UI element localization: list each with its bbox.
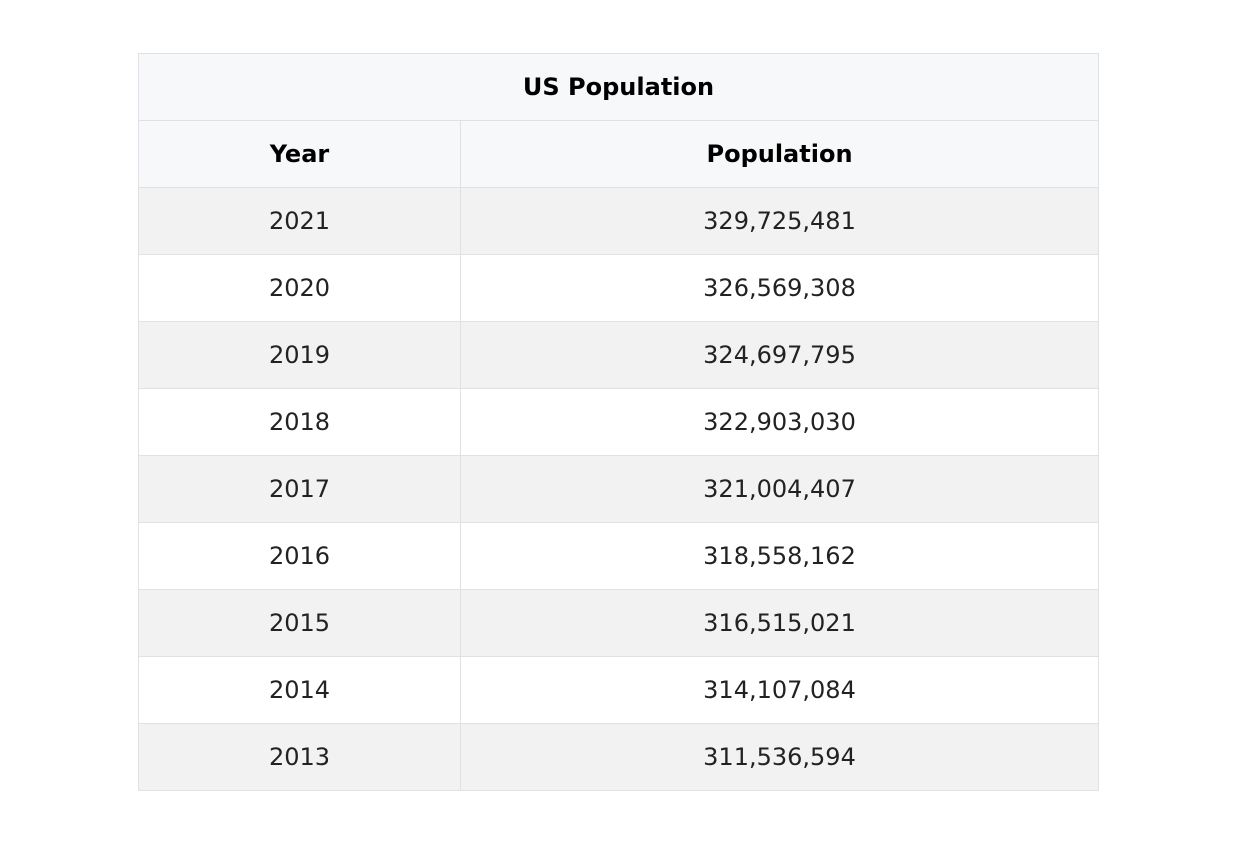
year-cell: 2017 <box>138 455 461 523</box>
year-cell: 2019 <box>138 321 461 389</box>
year-cell: 2021 <box>138 187 461 255</box>
table-row: 2017 321,004,407 <box>138 455 1100 523</box>
table-row: 2014 314,107,084 <box>138 656 1100 724</box>
year-cell: 2016 <box>138 522 461 590</box>
table-row: 2020 326,569,308 <box>138 254 1100 322</box>
table-header-row: Year Population <box>138 120 1100 188</box>
table-row: 2013 311,536,594 <box>138 723 1100 791</box>
table-row: 2021 329,725,481 <box>138 187 1100 255</box>
column-header-population: Population <box>459 120 1100 188</box>
column-header-year: Year <box>138 120 461 188</box>
population-cell: 314,107,084 <box>459 656 1100 724</box>
year-cell: 2015 <box>138 589 461 657</box>
population-table: US Population Year Population 2021 329,7… <box>137 53 1100 791</box>
year-cell: 2014 <box>138 656 461 724</box>
population-cell: 311,536,594 <box>459 723 1100 791</box>
table-title: US Population <box>137 53 1100 121</box>
population-cell: 329,725,481 <box>459 187 1100 255</box>
population-cell: 318,558,162 <box>459 522 1100 590</box>
table-row: 2016 318,558,162 <box>138 522 1100 590</box>
population-cell: 321,004,407 <box>459 455 1100 523</box>
population-cell: 322,903,030 <box>459 388 1100 456</box>
population-cell: 324,697,795 <box>459 321 1100 389</box>
population-cell: 326,569,308 <box>459 254 1100 322</box>
table-row: 2015 316,515,021 <box>138 589 1100 657</box>
table-caption-row: US Population <box>137 53 1100 121</box>
table-row: 2019 324,697,795 <box>138 321 1100 389</box>
table-row: 2018 322,903,030 <box>138 388 1100 456</box>
population-cell: 316,515,021 <box>459 589 1100 657</box>
year-cell: 2013 <box>138 723 461 791</box>
year-cell: 2018 <box>138 388 461 456</box>
population-table-container: US Population Year Population 2021 329,7… <box>137 53 1100 791</box>
year-cell: 2020 <box>138 254 461 322</box>
